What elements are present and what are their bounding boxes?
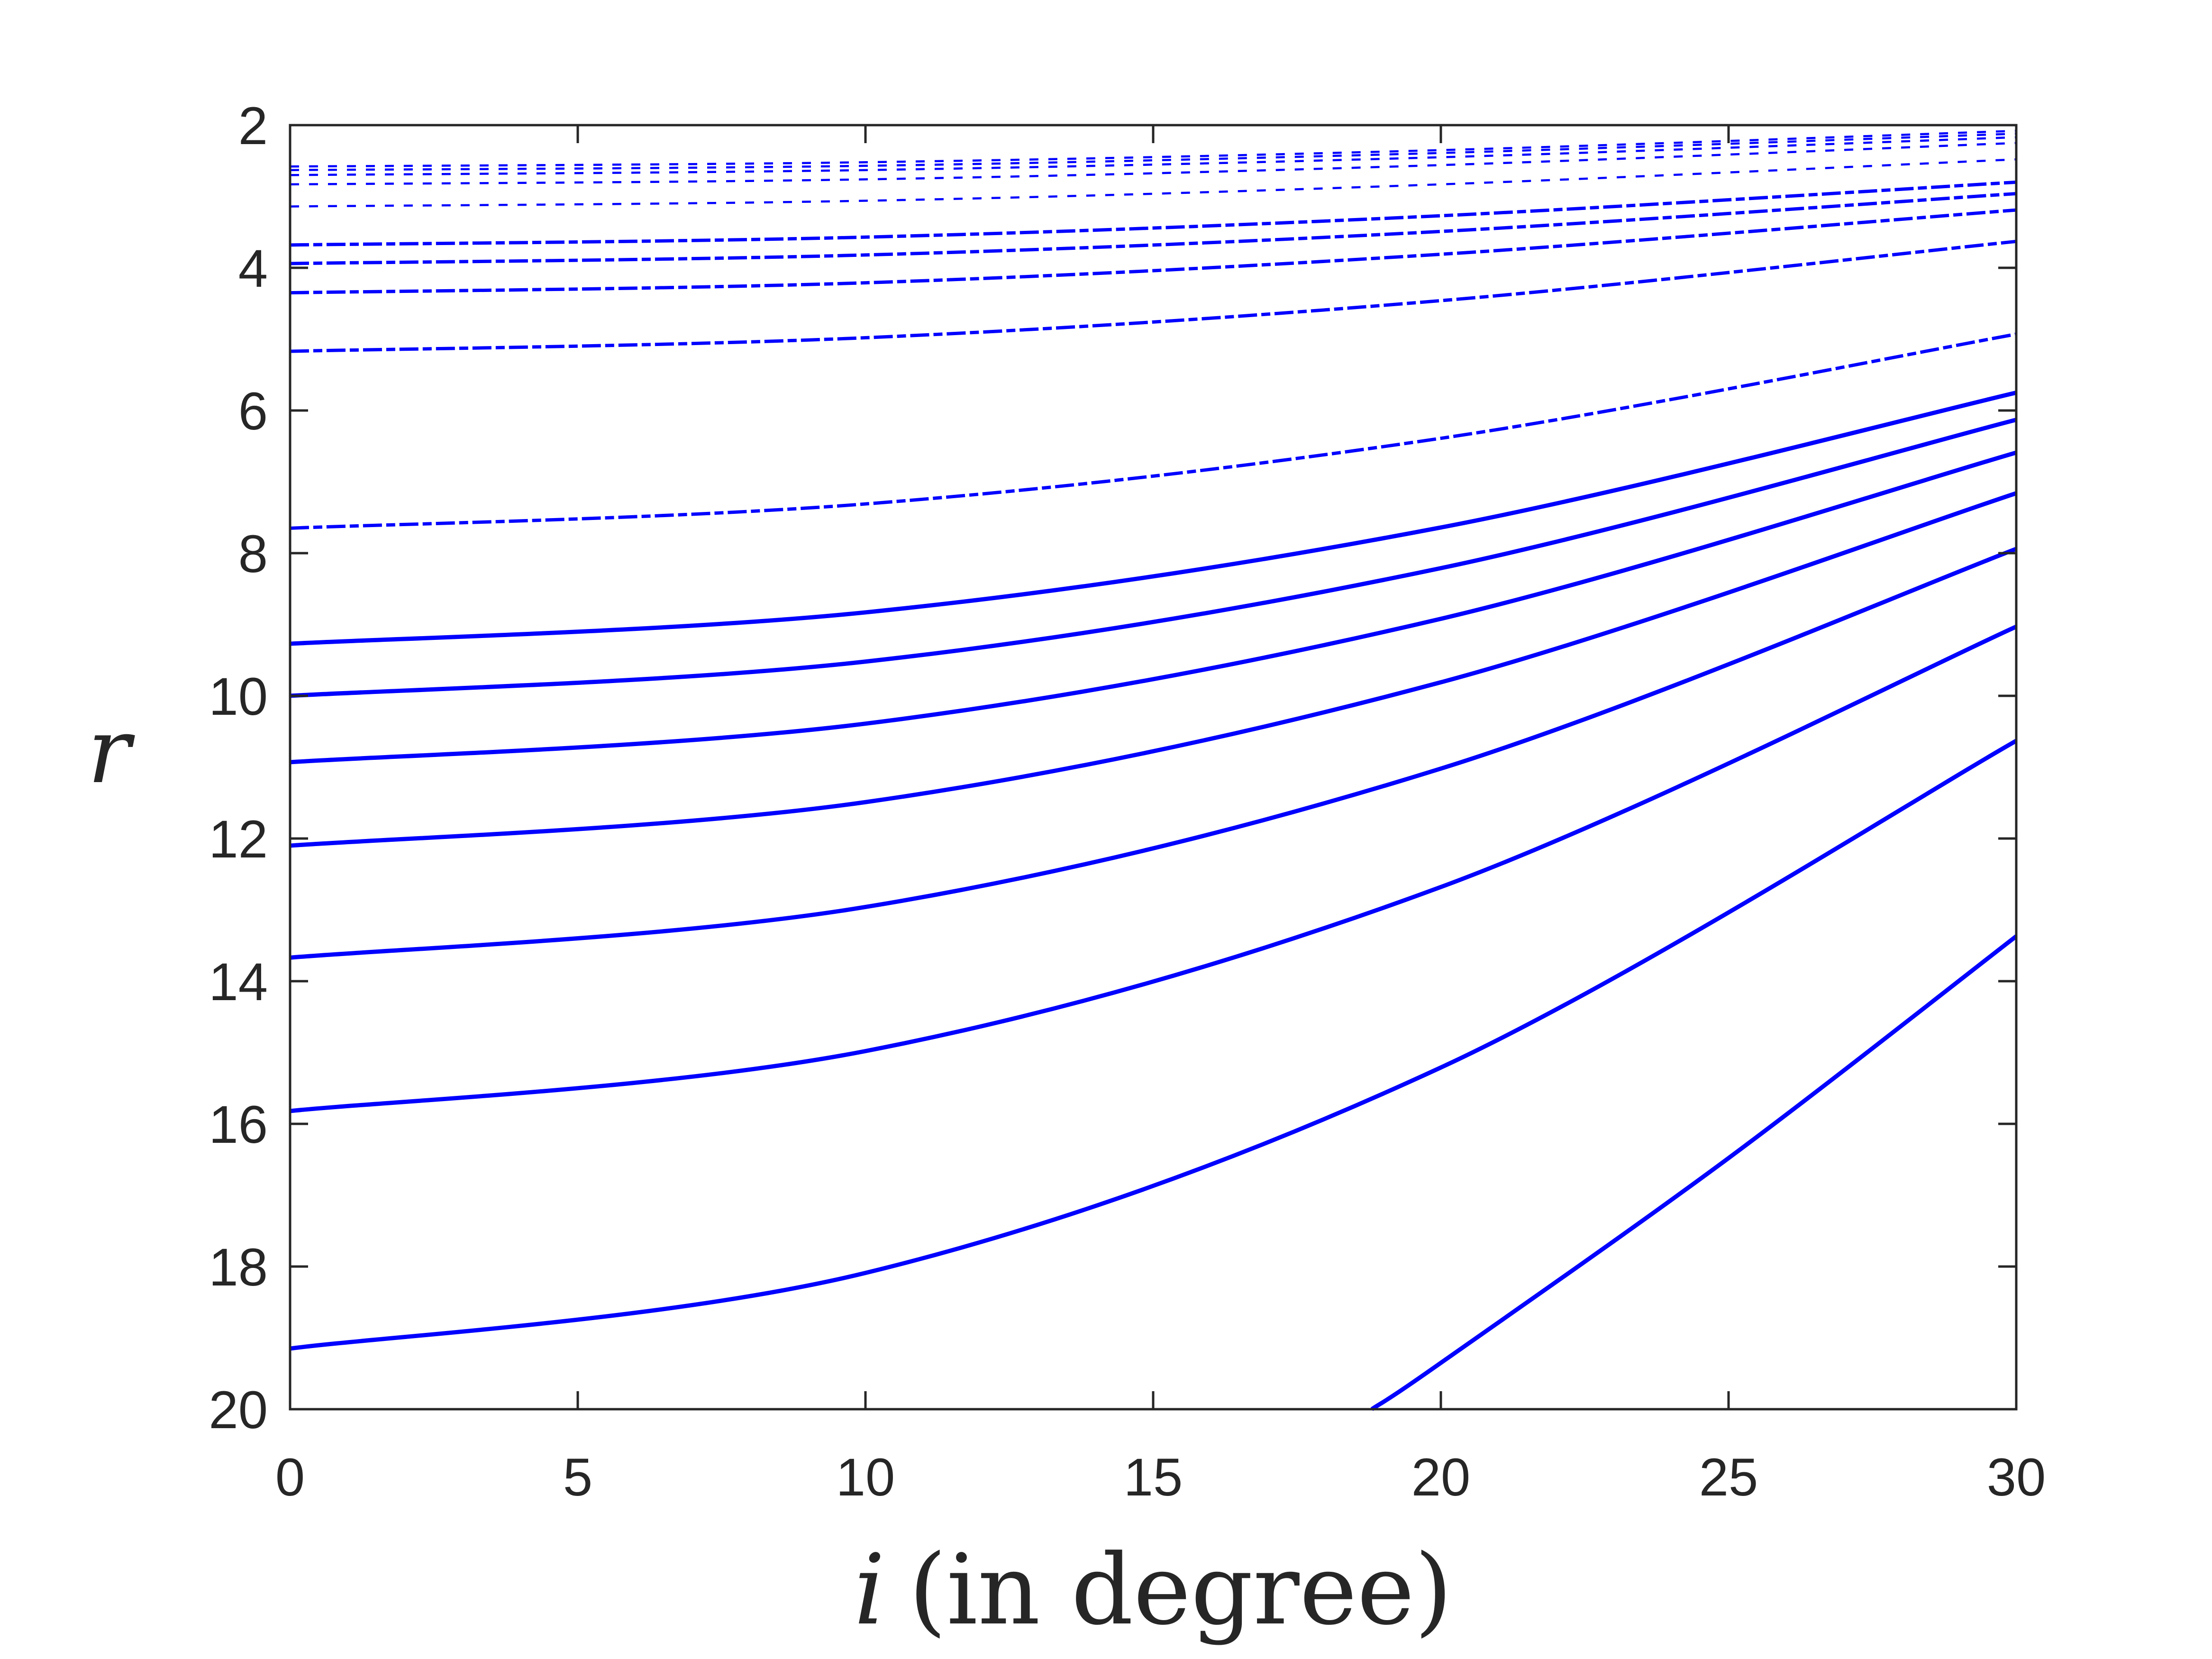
series-line-dotted-2 [290,132,2017,172]
series-line-dashdot-9 [290,239,2017,353]
series-line-solid-11 [290,390,2017,646]
y-tick-label: 16 [209,1095,268,1154]
y-tick-label: 4 [238,239,268,298]
y-tick-label: 18 [209,1238,268,1297]
x-tick-label: 25 [1699,1448,1758,1507]
series-line-solid-18 [1370,934,2018,1411]
series-line-dashdot-7 [290,191,2017,265]
y-tick-label: 8 [238,524,268,583]
series-line-dotted-5 [290,158,2017,208]
x-axis-label-variable: i [854,1534,885,1647]
x-tick-label: 10 [836,1448,895,1507]
x-axis-label: i (in degree) [854,1534,1453,1647]
x-tick-label: 0 [275,1448,305,1507]
series-line-solid-12 [290,418,2017,698]
x-tick-label: 30 [1987,1448,2046,1507]
series-line-dashdot-10 [290,332,2017,530]
y-tick-label: 2 [238,96,268,155]
y-tick-label: 20 [209,1380,268,1440]
series-line-solid-16 [290,624,2017,1113]
x-tick-label: 20 [1411,1448,1471,1507]
x-tick-label: 15 [1124,1448,1183,1507]
series-line-dotted-1 [290,129,2017,168]
series-layer [290,129,2018,1411]
x-tick-label: 5 [563,1448,592,1507]
y-tick-label: 14 [209,952,268,1012]
series-line-solid-17 [290,738,2018,1351]
y-tick-label: 10 [209,667,268,726]
series-line-solid-14 [290,491,2017,848]
x-axis-label-unit: (in degree) [909,1534,1452,1647]
y-tick-label: 12 [209,810,268,869]
plot-area [290,125,2016,1409]
series-line-solid-15 [290,547,2017,960]
series-line-dotted-4 [290,142,2017,186]
axes-box [289,124,2018,1411]
series-line-dashdot-6 [290,180,2017,247]
series-line-dotted-3 [290,136,2017,176]
y-axis-label: r [88,699,136,803]
y-tick-label: 6 [238,382,268,441]
ticks-layer: 0 5 10 15 20 25 30 2 4 6 8 10 12 14 16 18 20 [209,96,2046,1507]
series-line-dashdot-8 [290,208,2017,295]
series-line-solid-13 [290,450,2017,765]
